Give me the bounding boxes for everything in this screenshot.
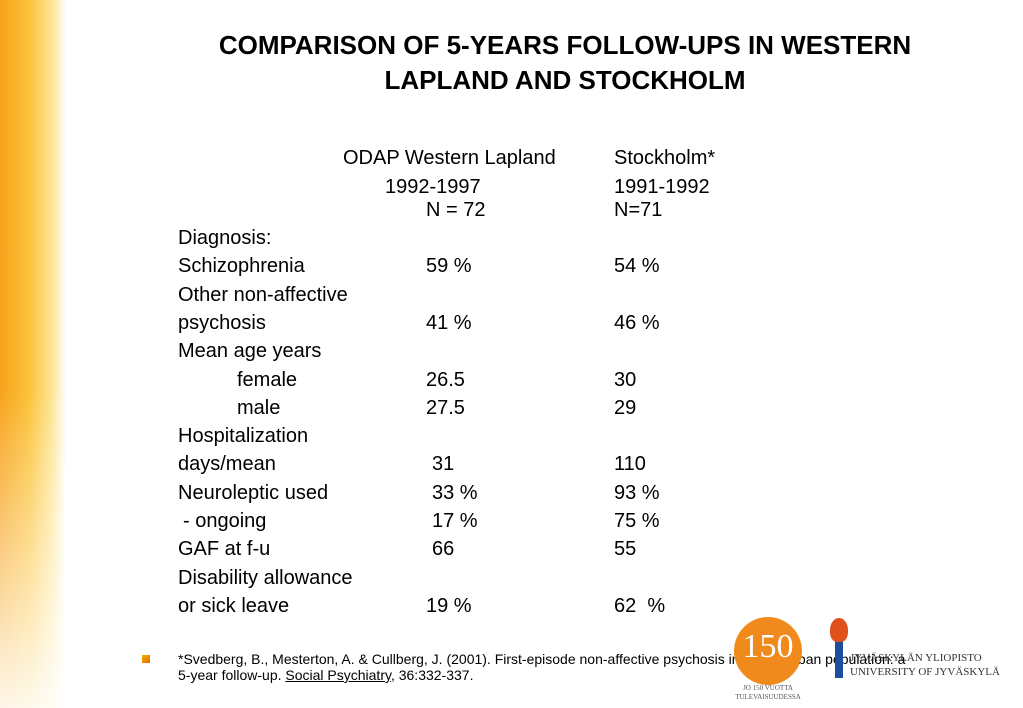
footnote-text: , 36:332-337. <box>390 667 474 683</box>
cell: 66 <box>432 538 455 560</box>
row-label: Mean age years <box>178 340 322 362</box>
cell: 17 % <box>432 510 478 532</box>
cell: 55 <box>614 538 637 560</box>
footnote-text: *Svedberg, B., Mesterton, A. & Cullberg,… <box>178 651 906 683</box>
cell: 62 % <box>614 595 666 617</box>
cell: 54 % <box>614 255 660 277</box>
column-period: 1991-1992 <box>614 176 710 198</box>
row-label: days/mean <box>178 453 276 475</box>
column-n: N = 72 <box>426 199 486 221</box>
university-name: JYVÄSKYLÄN YLIOPISTO <box>850 652 982 664</box>
bullet <box>142 655 150 663</box>
cell: 93 % <box>614 482 660 504</box>
cell: 46 % <box>614 312 660 334</box>
cell: 31 <box>432 453 455 475</box>
row-label: Neuroleptic used <box>178 482 329 504</box>
column-period: 1992-1997 <box>385 176 481 198</box>
logo-number: 150 <box>742 628 794 665</box>
row-label: Disability allowance <box>178 567 353 589</box>
row-label: Other non-affective <box>178 284 348 306</box>
row-label: psychosis <box>178 312 266 334</box>
footnote: *Svedberg, B., Mesterton, A. & Cullberg,… <box>178 651 908 683</box>
torch-flame <box>830 618 848 642</box>
cell: 59 % <box>426 255 472 277</box>
row-label: GAF at f-u <box>178 538 271 560</box>
row-label: Schizophrenia <box>178 255 305 277</box>
cell: 110 <box>614 453 646 475</box>
row-label: Hospitalization <box>178 425 309 447</box>
title-line: COMPARISON OF 5-YEARS FOLLOW-UPS IN WEST… <box>218 30 912 60</box>
cell: 26.5 <box>426 369 465 391</box>
cell: 29 <box>614 397 637 419</box>
row-label: female <box>237 369 298 391</box>
row-label: - ongoing <box>183 510 267 532</box>
title-line: LAPLAND AND STOCKHOLM <box>384 65 746 95</box>
row-label: Diagnosis: <box>178 227 272 249</box>
journal: Social Psychiatry <box>285 667 391 683</box>
university-name: UNIVERSITY OF JYVÄSKYLÄ <box>850 666 1000 678</box>
cell: 75 % <box>614 510 660 532</box>
cell: 30 <box>614 369 637 391</box>
logo-text: JO 150 VUOTTA <box>743 684 793 692</box>
cell: 41 % <box>426 312 472 334</box>
column-header: ODAP Western Lapland <box>343 147 556 169</box>
decor-fade <box>0 0 66 708</box>
anniversary-logo <box>734 617 802 685</box>
torch-logo <box>835 620 843 678</box>
cell: 33 % <box>432 482 478 504</box>
logo-text: TULEVAISUUDESSA <box>735 693 801 701</box>
column-n: N=71 <box>614 199 663 221</box>
cell: 27.5 <box>426 397 465 419</box>
row-label: male <box>237 397 281 419</box>
cell: 19 % <box>426 595 472 617</box>
column-header: Stockholm* <box>614 147 716 169</box>
row-label: or sick leave <box>178 595 290 617</box>
